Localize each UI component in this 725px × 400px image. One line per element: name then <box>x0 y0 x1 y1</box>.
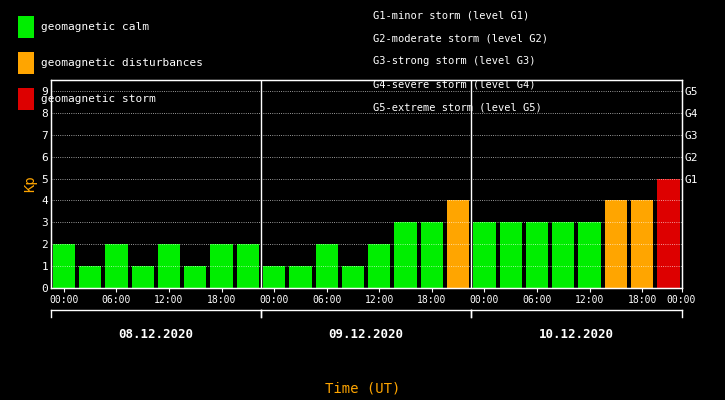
Text: G5-extreme storm (level G5): G5-extreme storm (level G5) <box>373 103 542 113</box>
Text: G4-severe storm (level G4): G4-severe storm (level G4) <box>373 80 536 90</box>
Text: geomagnetic disturbances: geomagnetic disturbances <box>41 58 203 68</box>
Text: 10.12.2020: 10.12.2020 <box>539 328 614 341</box>
Text: geomagnetic calm: geomagnetic calm <box>41 22 149 32</box>
Bar <box>263 266 286 288</box>
Bar <box>105 244 128 288</box>
Bar <box>394 222 417 288</box>
Bar <box>420 222 443 288</box>
Bar <box>131 266 154 288</box>
Bar <box>631 200 653 288</box>
Bar <box>657 178 679 288</box>
Bar <box>341 266 364 288</box>
Bar <box>53 244 75 288</box>
Bar <box>473 222 496 288</box>
Bar <box>605 200 627 288</box>
Text: G3-strong storm (level G3): G3-strong storm (level G3) <box>373 56 536 66</box>
Bar <box>579 222 601 288</box>
Text: 08.12.2020: 08.12.2020 <box>118 328 194 341</box>
Bar <box>447 200 469 288</box>
Text: G2-moderate storm (level G2): G2-moderate storm (level G2) <box>373 33 548 43</box>
Bar <box>500 222 522 288</box>
Text: G1-minor storm (level G1): G1-minor storm (level G1) <box>373 10 530 20</box>
Text: 09.12.2020: 09.12.2020 <box>328 328 404 341</box>
Bar <box>526 222 548 288</box>
Bar <box>368 244 391 288</box>
Y-axis label: Kp: Kp <box>23 176 37 192</box>
Bar <box>289 266 312 288</box>
Bar <box>184 266 207 288</box>
Bar <box>236 244 259 288</box>
Bar <box>79 266 102 288</box>
Bar <box>158 244 181 288</box>
Bar <box>210 244 233 288</box>
Bar <box>315 244 338 288</box>
Text: geomagnetic storm: geomagnetic storm <box>41 94 156 104</box>
Text: Time (UT): Time (UT) <box>325 382 400 396</box>
Bar <box>552 222 574 288</box>
